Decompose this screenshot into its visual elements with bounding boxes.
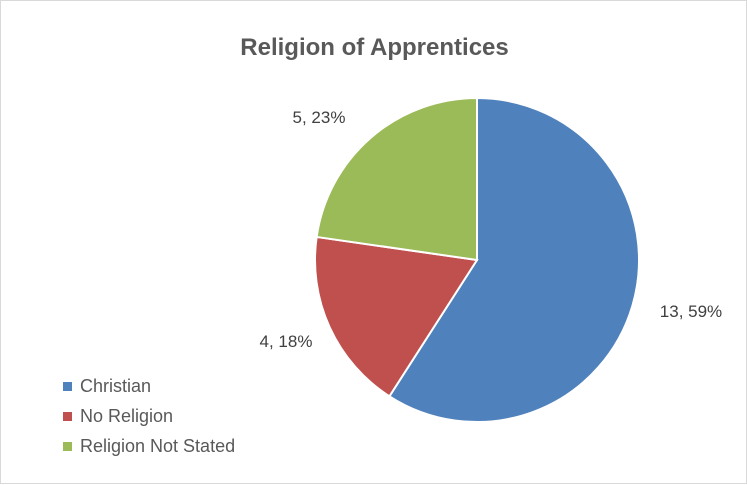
legend-item-christian: Christian <box>63 371 235 401</box>
legend-label-religion-not-stated: Religion Not Stated <box>80 435 236 456</box>
legend-item-no-religion: No Religion <box>63 401 235 431</box>
pie-slice-christian <box>388 96 640 423</box>
pie-slice-religion-not-stated <box>315 96 478 262</box>
legend-swatch-religion-not-stated <box>63 441 72 451</box>
chart-title: Religion of Apprentices <box>240 34 509 61</box>
legend: Christian No Religion Religion Not State… <box>63 371 235 461</box>
data-label-no-religion: 4, 18% <box>260 332 313 351</box>
legend-label-christian: Christian <box>80 375 152 396</box>
data-label-christian: 13, 59% <box>660 302 722 321</box>
legend-item-religion-not-stated: Religion Not Stated <box>63 431 235 461</box>
data-label-religion-not-stated: 5, 23% <box>293 108 346 127</box>
pie-slice-no-religion <box>314 235 479 398</box>
legend-label-no-religion: No Religion <box>80 405 174 426</box>
legend-swatch-no-religion <box>63 411 72 421</box>
legend-swatch-christian <box>63 381 72 391</box>
